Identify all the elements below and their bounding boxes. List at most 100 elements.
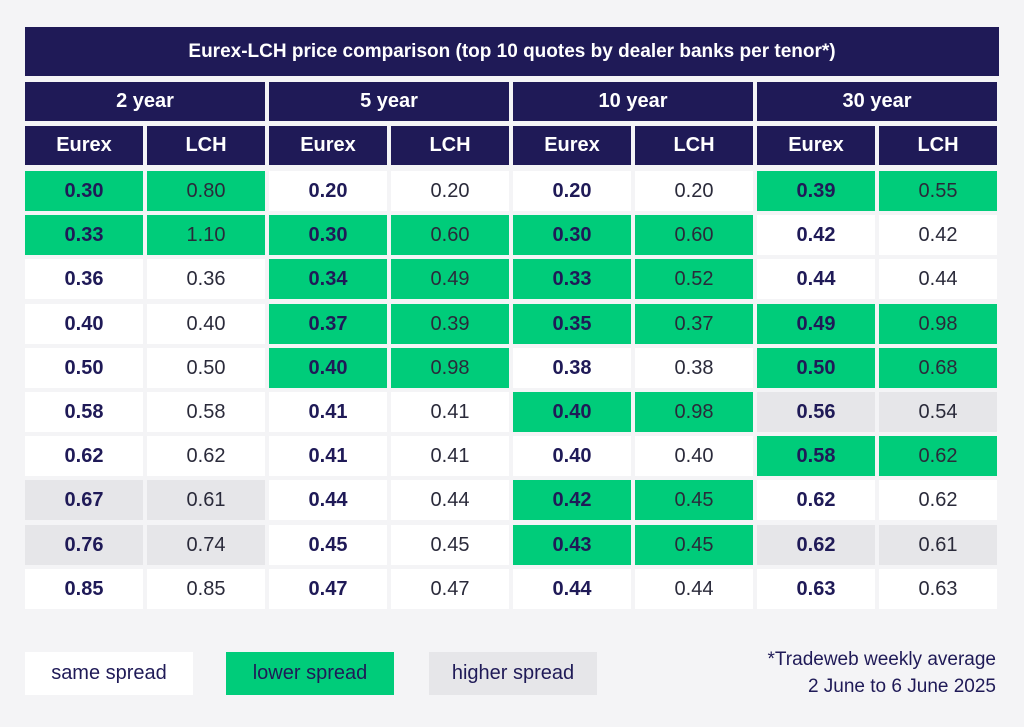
lch-value-cell: 1.10 bbox=[147, 215, 265, 255]
eurex-value-cell: 0.40 bbox=[513, 436, 631, 476]
eurex-value-cell: 0.50 bbox=[25, 348, 143, 388]
table-row: 0.50 0.50 0.40 0.98 0.38 0.38 0.50 0.68 bbox=[25, 348, 999, 388]
eurex-value-cell: 0.20 bbox=[269, 171, 387, 211]
lch-value-cell: 0.63 bbox=[879, 569, 997, 609]
lch-value-cell: 0.85 bbox=[147, 569, 265, 609]
lch-value-cell: 0.45 bbox=[635, 525, 753, 565]
lch-value-cell: 0.58 bbox=[147, 392, 265, 432]
eurex-value-cell: 0.49 bbox=[757, 304, 875, 344]
eurex-value-cell: 0.76 bbox=[25, 525, 143, 565]
lch-value-cell: 0.37 bbox=[635, 304, 753, 344]
table-row: 0.85 0.85 0.47 0.47 0.44 0.44 0.63 0.63 bbox=[25, 569, 999, 609]
col-header-lch: LCH bbox=[391, 126, 509, 165]
lch-value-cell: 0.98 bbox=[635, 392, 753, 432]
source-note: *Tradeweb weekly average bbox=[767, 649, 996, 670]
eurex-value-cell: 0.43 bbox=[513, 525, 631, 565]
lch-value-cell: 0.42 bbox=[879, 215, 997, 255]
lch-value-cell: 0.44 bbox=[391, 480, 509, 520]
lch-value-cell: 0.44 bbox=[635, 569, 753, 609]
tenor-header-10y: 10 year bbox=[513, 82, 753, 121]
lch-value-cell: 0.38 bbox=[635, 348, 753, 388]
legend-higher-spread: higher spread bbox=[429, 652, 597, 695]
lch-value-cell: 0.44 bbox=[879, 259, 997, 299]
lch-value-cell: 0.62 bbox=[147, 436, 265, 476]
lch-value-cell: 0.62 bbox=[879, 480, 997, 520]
eurex-value-cell: 0.62 bbox=[757, 525, 875, 565]
eurex-value-cell: 0.45 bbox=[269, 525, 387, 565]
lch-value-cell: 0.61 bbox=[147, 480, 265, 520]
table-row: 0.30 0.80 0.20 0.20 0.20 0.20 0.39 0.55 bbox=[25, 171, 999, 211]
eurex-value-cell: 0.58 bbox=[757, 436, 875, 476]
lch-value-cell: 0.60 bbox=[635, 215, 753, 255]
eurex-value-cell: 0.41 bbox=[269, 436, 387, 476]
date-range-note: 2 June to 6 June 2025 bbox=[807, 676, 996, 697]
col-header-eurex: Eurex bbox=[25, 126, 143, 165]
lch-value-cell: 0.36 bbox=[147, 259, 265, 299]
eurex-value-cell: 0.50 bbox=[757, 348, 875, 388]
eurex-value-cell: 0.58 bbox=[25, 392, 143, 432]
lch-value-cell: 0.47 bbox=[391, 569, 509, 609]
eurex-value-cell: 0.38 bbox=[513, 348, 631, 388]
lch-value-cell: 0.54 bbox=[879, 392, 997, 432]
lch-value-cell: 0.45 bbox=[635, 480, 753, 520]
eurex-value-cell: 0.42 bbox=[513, 480, 631, 520]
lch-value-cell: 0.60 bbox=[391, 215, 509, 255]
lch-value-cell: 0.55 bbox=[879, 171, 997, 211]
lch-value-cell: 0.61 bbox=[879, 525, 997, 565]
eurex-value-cell: 0.36 bbox=[25, 259, 143, 299]
col-header-lch: LCH bbox=[635, 126, 753, 165]
col-header-eurex: Eurex bbox=[757, 126, 875, 165]
lch-value-cell: 0.80 bbox=[147, 171, 265, 211]
lch-value-cell: 0.41 bbox=[391, 392, 509, 432]
tenor-header-5y: 5 year bbox=[269, 82, 509, 121]
table-row: 0.76 0.74 0.45 0.45 0.43 0.45 0.62 0.61 bbox=[25, 525, 999, 565]
eurex-value-cell: 0.42 bbox=[757, 215, 875, 255]
eurex-value-cell: 0.41 bbox=[269, 392, 387, 432]
table-row: 0.62 0.62 0.41 0.41 0.40 0.40 0.58 0.62 bbox=[25, 436, 999, 476]
eurex-value-cell: 0.33 bbox=[25, 215, 143, 255]
lch-value-cell: 0.98 bbox=[879, 304, 997, 344]
lch-value-cell: 0.68 bbox=[879, 348, 997, 388]
eurex-value-cell: 0.44 bbox=[269, 480, 387, 520]
lch-value-cell: 0.50 bbox=[147, 348, 265, 388]
table-title: Eurex-LCH price comparison (top 10 quote… bbox=[25, 27, 999, 76]
col-header-lch: LCH bbox=[147, 126, 265, 165]
eurex-value-cell: 0.39 bbox=[757, 171, 875, 211]
lch-value-cell: 0.40 bbox=[635, 436, 753, 476]
eurex-value-cell: 0.30 bbox=[25, 171, 143, 211]
eurex-value-cell: 0.56 bbox=[757, 392, 875, 432]
lch-value-cell: 0.41 bbox=[391, 436, 509, 476]
eurex-value-cell: 0.62 bbox=[757, 480, 875, 520]
eurex-value-cell: 0.40 bbox=[25, 304, 143, 344]
eurex-value-cell: 0.62 bbox=[25, 436, 143, 476]
col-header-eurex: Eurex bbox=[269, 126, 387, 165]
lch-value-cell: 0.98 bbox=[391, 348, 509, 388]
lch-value-cell: 0.20 bbox=[635, 171, 753, 211]
column-header-row: Eurex LCH Eurex LCH Eurex LCH Eurex LCH bbox=[25, 126, 999, 165]
tenor-header-2y: 2 year bbox=[25, 82, 265, 121]
eurex-value-cell: 0.63 bbox=[757, 569, 875, 609]
legend-same-spread: same spread bbox=[25, 652, 193, 695]
lch-value-cell: 0.39 bbox=[391, 304, 509, 344]
lch-value-cell: 0.45 bbox=[391, 525, 509, 565]
col-header-eurex: Eurex bbox=[513, 126, 631, 165]
eurex-value-cell: 0.35 bbox=[513, 304, 631, 344]
tenor-header-30y: 30 year bbox=[757, 82, 997, 121]
eurex-value-cell: 0.30 bbox=[513, 215, 631, 255]
eurex-value-cell: 0.30 bbox=[269, 215, 387, 255]
legend-lower-spread: lower spread bbox=[226, 652, 394, 695]
table-row: 0.58 0.58 0.41 0.41 0.40 0.98 0.56 0.54 bbox=[25, 392, 999, 432]
eurex-value-cell: 0.40 bbox=[513, 392, 631, 432]
table-row: 0.36 0.36 0.34 0.49 0.33 0.52 0.44 0.44 bbox=[25, 259, 999, 299]
lch-value-cell: 0.74 bbox=[147, 525, 265, 565]
eurex-value-cell: 0.20 bbox=[513, 171, 631, 211]
eurex-value-cell: 0.40 bbox=[269, 348, 387, 388]
table-row: 0.33 1.10 0.30 0.60 0.30 0.60 0.42 0.42 bbox=[25, 215, 999, 255]
col-header-lch: LCH bbox=[879, 126, 997, 165]
table-row: 0.67 0.61 0.44 0.44 0.42 0.45 0.62 0.62 bbox=[25, 480, 999, 520]
eurex-value-cell: 0.85 bbox=[25, 569, 143, 609]
tenor-header-row: 2 year 5 year 10 year 30 year bbox=[25, 82, 999, 121]
eurex-value-cell: 0.34 bbox=[269, 259, 387, 299]
eurex-value-cell: 0.44 bbox=[513, 569, 631, 609]
eurex-value-cell: 0.33 bbox=[513, 259, 631, 299]
